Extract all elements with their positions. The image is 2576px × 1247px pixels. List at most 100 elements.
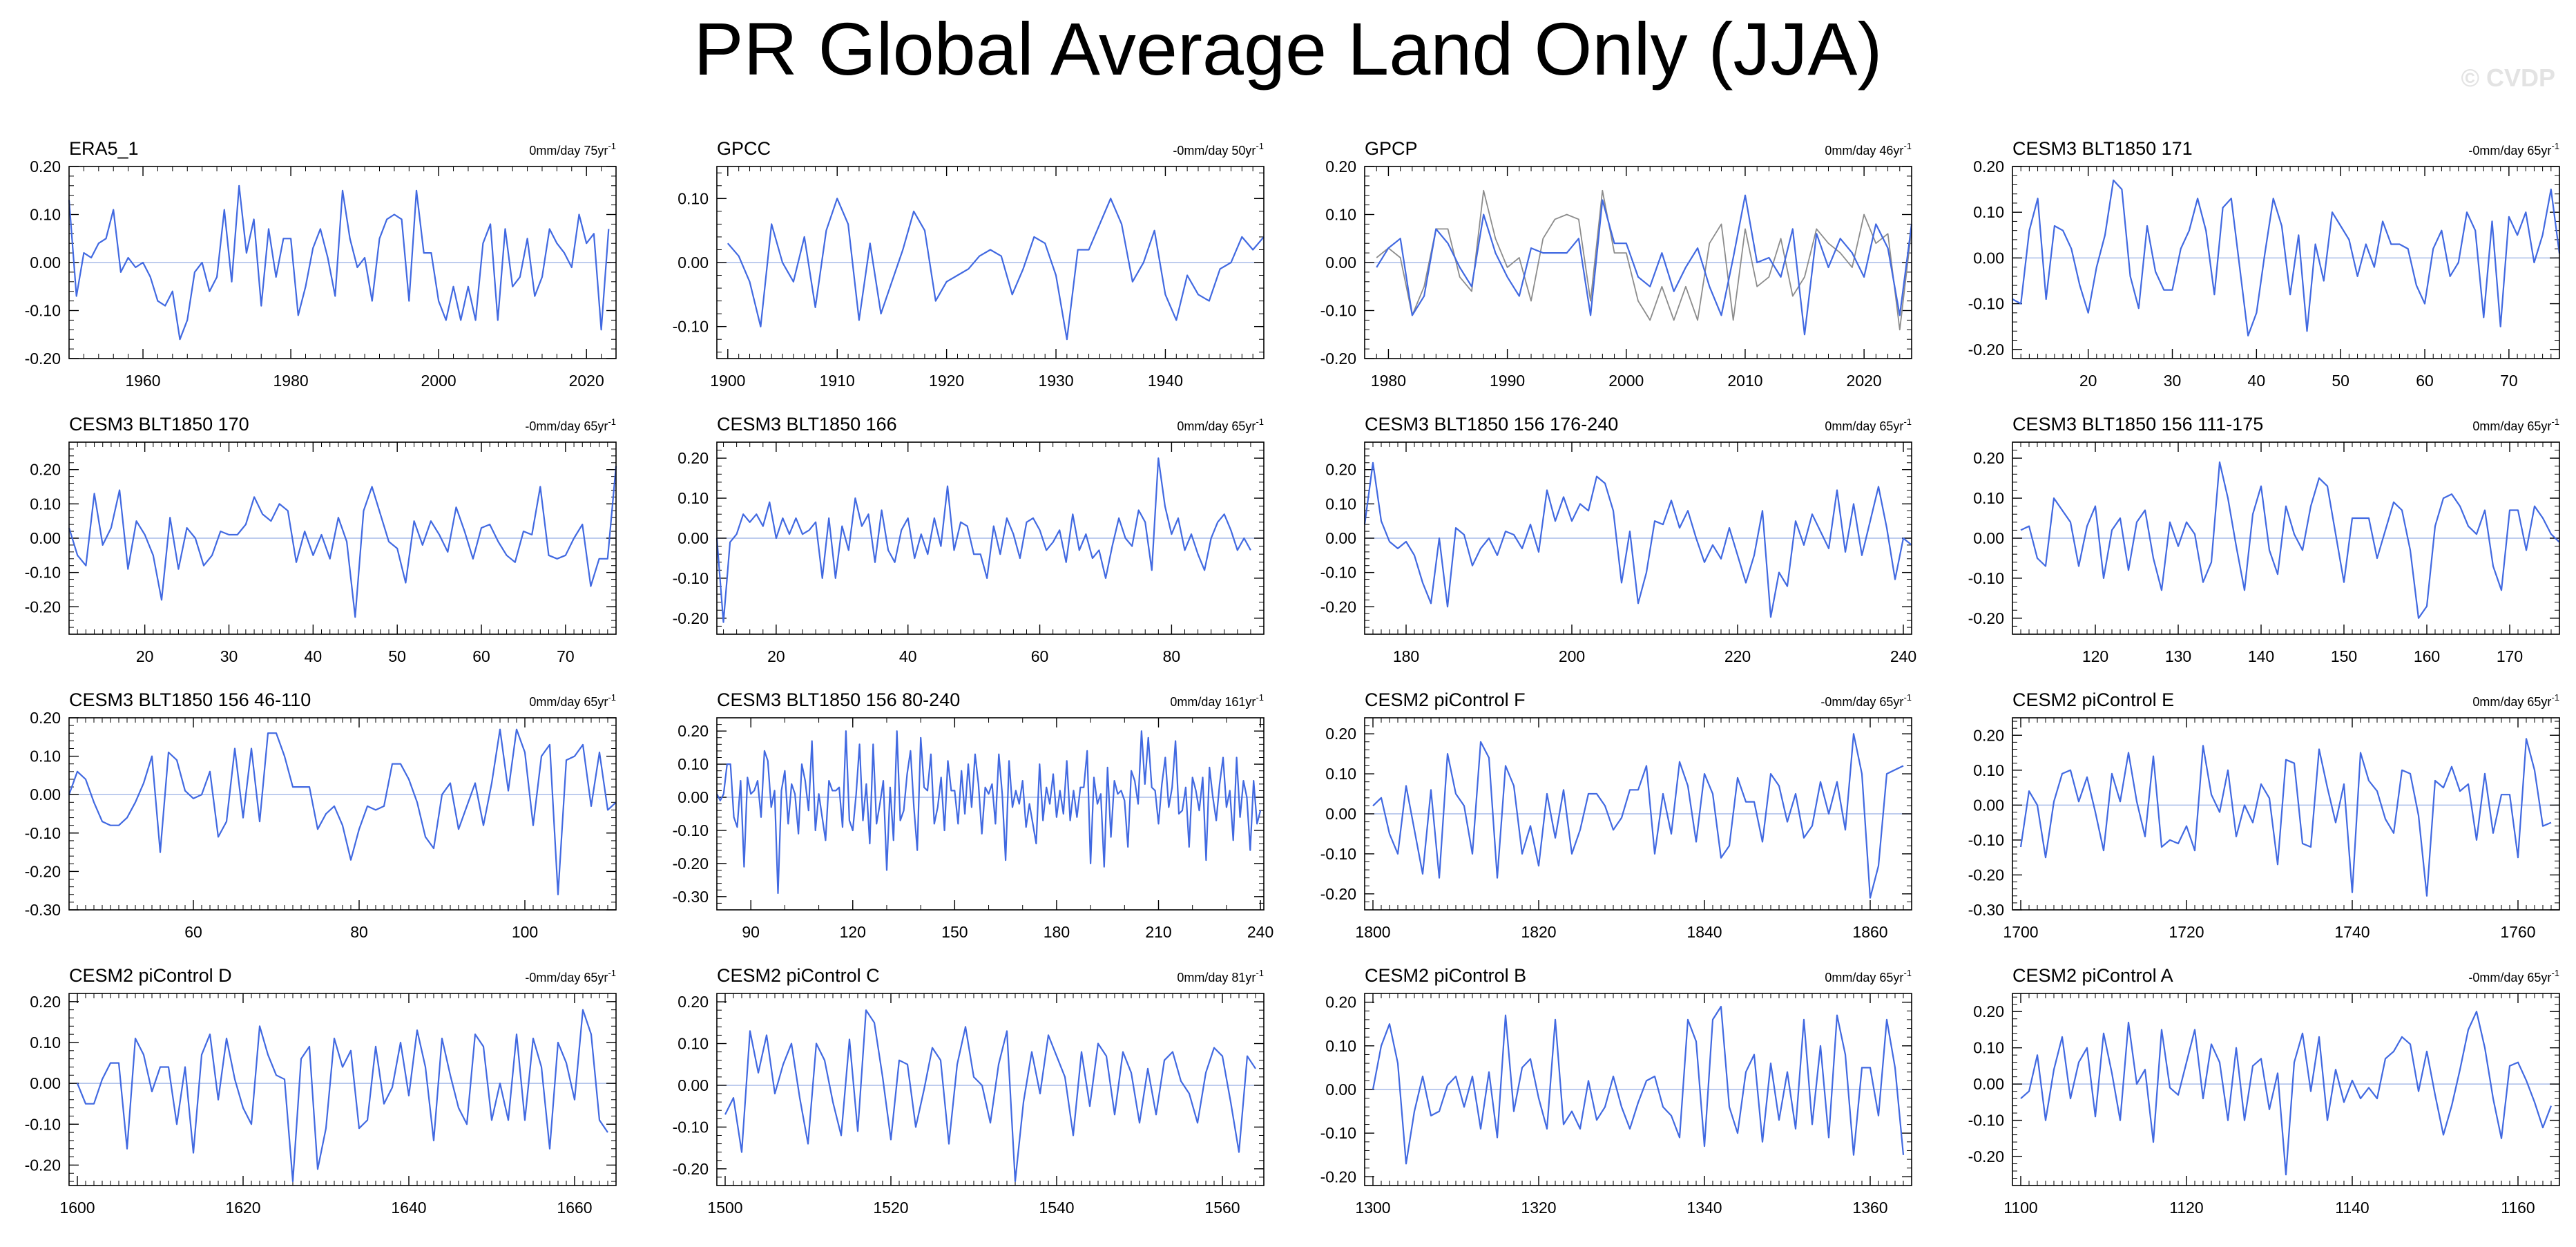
- y-tick-label: 0.20: [30, 709, 61, 727]
- plot-frame: [68, 166, 617, 359]
- trend-exponent: -1: [608, 141, 616, 151]
- y-tick-label: -0.10: [25, 824, 61, 842]
- series-line: [68, 728, 617, 895]
- chart-panel: GPCC -0mm/day 50yr-1 1900 1910 1920 1930 1940 -…: [673, 138, 1265, 390]
- chart-panel: ERA5_1 0mm/day 75yr-1 1960 1980 2000 2020 -0.2…: [25, 138, 617, 390]
- chart-panel: CESM3 BLT1850 166 0mm/day 65yr-1 20 40 60 80 -…: [673, 414, 1265, 665]
- x-tick-label: 40: [2248, 372, 2266, 390]
- series-line: [68, 184, 610, 341]
- trend-label: 0mm/day 65yr-1: [529, 692, 616, 709]
- y-tick-label: -0.30: [25, 901, 61, 919]
- y-tick-label: 0.20: [677, 449, 709, 467]
- chart-panel: GPCP 0mm/day 46yr-1 1980 1990 2000 2010 2020 -0…: [1320, 138, 1913, 390]
- trend-value: 0mm/day 65yr: [1825, 971, 1903, 984]
- x-tick-label: 90: [742, 923, 760, 941]
- trend-exponent: -1: [1256, 692, 1264, 703]
- trend-value: -0mm/day 65yr: [525, 419, 608, 433]
- y-tick-label: 0.10: [1325, 1037, 1356, 1055]
- x-tick-label: 40: [899, 647, 917, 665]
- x-tick-label: 1760: [2500, 923, 2535, 941]
- y-tick-label: 0.00: [1325, 1081, 1356, 1098]
- x-tick-label: 60: [2416, 372, 2434, 390]
- trend-exponent: -1: [1903, 968, 1912, 978]
- chart-title: CESM2 piControl B: [1365, 965, 1526, 986]
- x-tick-label: 1360: [1852, 1199, 1887, 1217]
- x-tick-label: 1840: [1686, 923, 1722, 941]
- chart-panel: CESM2 piControl D -0mm/day 65yr-1 1600 1620…: [25, 965, 617, 1217]
- y-tick-label: 0.10: [677, 1035, 709, 1053]
- chart-title: CESM2 piControl C: [717, 965, 880, 986]
- y-tick-label: 0.10: [30, 206, 61, 224]
- x-tick-label: 1640: [391, 1199, 426, 1217]
- x-tick-label: 150: [941, 923, 968, 941]
- y-tick-label: 0.20: [1325, 158, 1356, 175]
- x-tick-label: 70: [557, 647, 575, 665]
- x-tick-label: 2010: [1727, 372, 1762, 390]
- y-tick-label: -0.20: [1320, 885, 1356, 903]
- plot-frame: [716, 993, 1265, 1186]
- y-tick-label: 0.00: [30, 1074, 61, 1092]
- chart-title: CESM3 BLT1850 171: [2012, 138, 2193, 159]
- trend-label: -0mm/day 50yr-1: [1173, 141, 1264, 158]
- y-tick-label: 0.10: [1973, 489, 2004, 507]
- series-line: [2012, 179, 2561, 336]
- y-tick-label: -0.10: [673, 821, 709, 839]
- y-tick-label: -0.30: [1968, 901, 2004, 919]
- plot-frame: [68, 993, 617, 1186]
- chart-panel: CESM3 BLT1850 171 -0mm/day 65yr-1 20 30 40 50…: [1968, 138, 2561, 390]
- trend-label: 0mm/day 65yr-1: [2472, 692, 2559, 709]
- x-tick-label: 20: [136, 647, 154, 665]
- y-tick-label: 0.10: [30, 495, 61, 513]
- y-tick-label: 0.10: [1973, 1039, 2004, 1057]
- plot-frame: [68, 441, 617, 635]
- series-line: [1363, 461, 1912, 618]
- trend-exponent: -1: [1903, 417, 1912, 427]
- trend-value: 0mm/day 65yr: [2472, 695, 2551, 709]
- chart-panel: CESM3 BLT1850 156 80-240 0mm/day 161yr-1 9…: [673, 689, 1274, 941]
- y-tick-label: 0.10: [1973, 761, 2004, 779]
- y-tick-label: 0.20: [1325, 461, 1356, 479]
- x-tick-label: 1540: [1039, 1199, 1074, 1217]
- x-tick-label: 50: [2332, 372, 2349, 390]
- y-tick-label: -0.30: [673, 888, 709, 906]
- chart-panel: CESM3 BLT1850 156 46-110 0mm/day 65yr-1 60…: [25, 689, 617, 941]
- x-tick-label: 170: [2497, 647, 2523, 665]
- series-line: [727, 198, 1265, 341]
- y-tick-label: 0.10: [1325, 206, 1356, 224]
- plot-frame: [2012, 166, 2560, 359]
- trend-label: 0mm/day 65yr-1: [1177, 417, 1264, 433]
- chart-title: CESM2 piControl E: [2012, 689, 2174, 710]
- chart-panel: CESM3 BLT1850 156 111-175 0mm/day 65yr-1 1…: [1968, 414, 2560, 665]
- x-tick-label: 1560: [1204, 1199, 1240, 1217]
- trend-label: 0mm/day 161yr-1: [1170, 692, 1264, 709]
- series-line: [715, 457, 1251, 623]
- plot-frame: [1364, 993, 1912, 1186]
- x-tick-label: 240: [1890, 647, 1916, 665]
- y-tick-label: 0.10: [1325, 765, 1356, 783]
- y-tick-label: 0.20: [30, 461, 61, 479]
- y-tick-label: -0.20: [1968, 866, 2004, 884]
- y-tick-label: 0.00: [30, 786, 61, 803]
- chart-title: CESM2 piControl A: [2012, 965, 2173, 986]
- x-tick-label: 1900: [710, 372, 745, 390]
- y-tick-label: 0.10: [1973, 203, 2004, 221]
- plot-frame: [68, 717, 617, 911]
- x-tick-label: 1620: [225, 1199, 260, 1217]
- chart-title: CESM3 BLT1850 156 111-175: [2012, 414, 2263, 435]
- y-tick-label: -0.20: [1968, 609, 2004, 627]
- x-tick-label: 1320: [1521, 1199, 1556, 1217]
- trend-value: -0mm/day 65yr: [2468, 971, 2551, 984]
- x-tick-label: 1300: [1355, 1199, 1390, 1217]
- y-tick-label: -0.10: [673, 1118, 709, 1136]
- series-line: [2020, 461, 2560, 619]
- trend-value: -0mm/day 65yr: [525, 971, 608, 984]
- x-tick-label: 20: [767, 647, 785, 665]
- x-tick-label: 1660: [557, 1199, 592, 1217]
- trend-label: 0mm/day 65yr-1: [2472, 417, 2559, 433]
- y-tick-label: 0.00: [677, 788, 709, 806]
- x-tick-label: 120: [840, 923, 866, 941]
- series-line: [1376, 194, 1913, 336]
- trend-value: 0mm/day 75yr: [529, 144, 608, 158]
- trend-value: -0mm/day 65yr: [1820, 695, 1903, 709]
- trend-label: 0mm/day 75yr-1: [529, 141, 616, 158]
